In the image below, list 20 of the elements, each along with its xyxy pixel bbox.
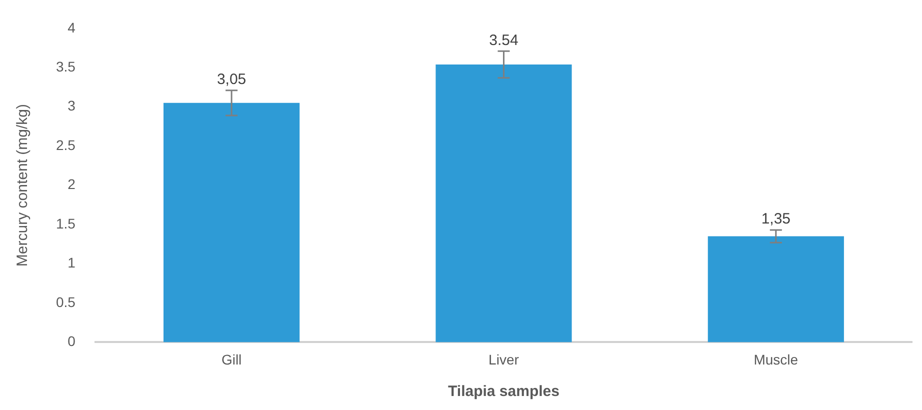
y-tick-label: 1: [68, 254, 76, 271]
bar: [436, 64, 572, 342]
y-tick-label: 2: [68, 176, 76, 192]
y-tick-label: 3.5: [56, 58, 76, 74]
y-tick-label: 0.5: [56, 294, 76, 310]
data-label: 1,35: [761, 210, 791, 228]
y-tick-label: 0: [68, 333, 76, 350]
x-tick-label: Liver: [488, 351, 520, 368]
data-label: 3.54: [489, 32, 518, 49]
y-tick-label: 2.5: [56, 136, 76, 153]
x-tick-label: Gill: [221, 351, 242, 368]
data-label: 3,05: [216, 71, 246, 88]
y-tick-label: 3: [68, 98, 76, 114]
y-tick-label: 1.5: [56, 215, 76, 232]
y-tick-label: 4: [68, 19, 76, 36]
bar: [708, 236, 844, 342]
y-axis-title: Mercury content (mg/kg): [14, 104, 32, 267]
bar: [164, 102, 300, 342]
x-tick-label: Muscle: [754, 351, 798, 368]
x-axis-title: Tilapia samples: [448, 383, 560, 400]
